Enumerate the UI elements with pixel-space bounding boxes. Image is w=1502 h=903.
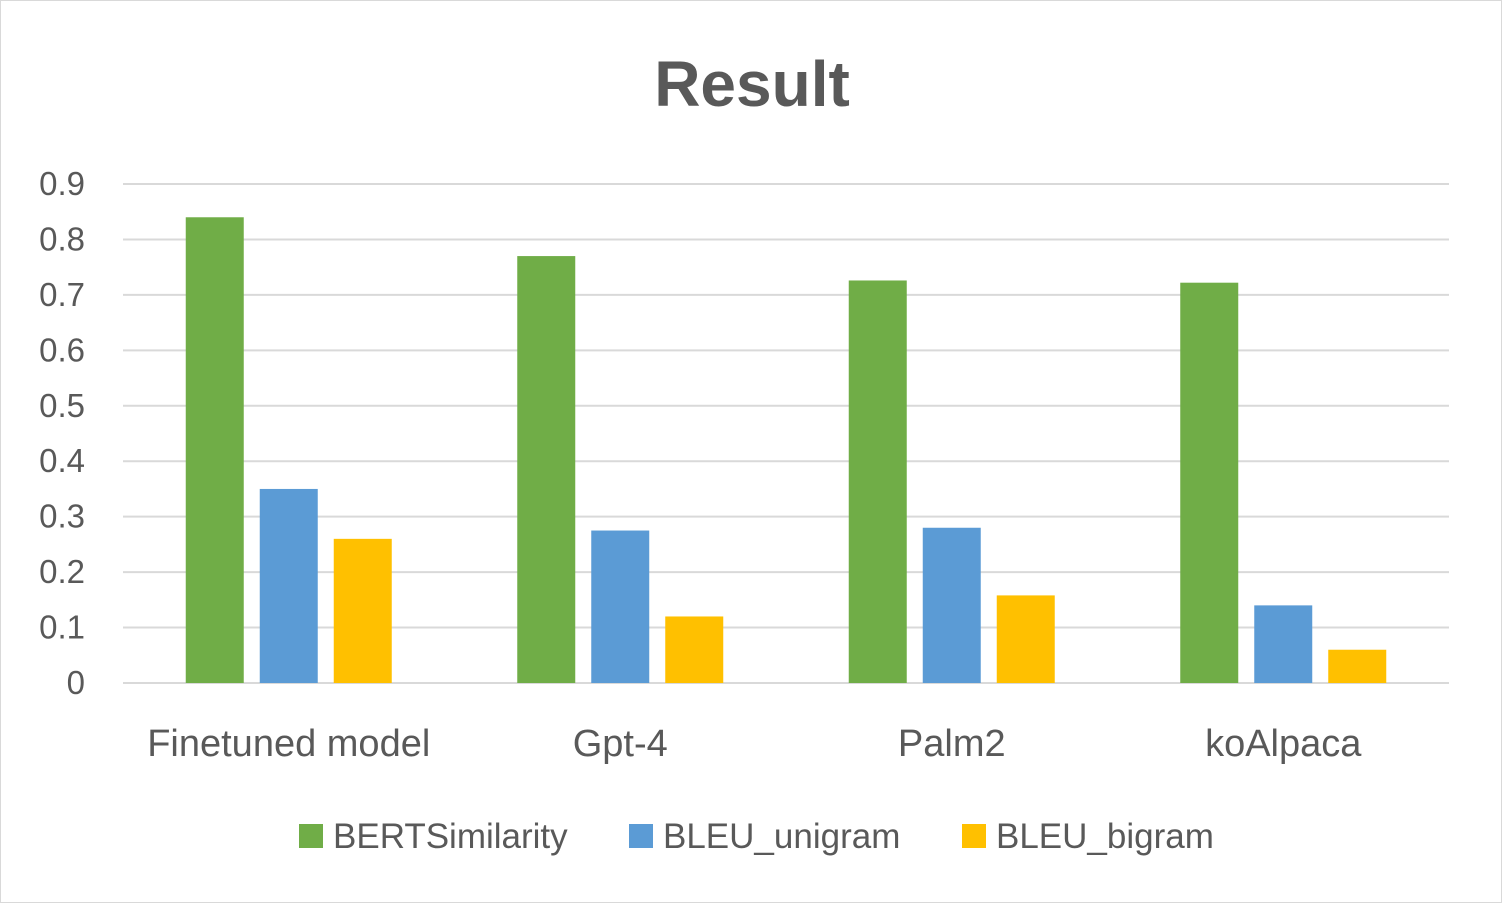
legend: BERTSimilarity BLEU_unigram BLEU_bigram	[299, 817, 1214, 856]
legend-label: BLEU_bigram	[996, 817, 1214, 856]
legend-swatch-BERTSimilarity	[299, 824, 323, 848]
x-category-label: Finetuned model	[147, 723, 430, 765]
bars	[185, 217, 1387, 683]
y-tick-label: 0.2	[39, 553, 85, 590]
bar-BERTSimilarity-2	[848, 280, 907, 683]
x-category-label: koAlpaca	[1205, 723, 1362, 765]
legend-label: BERTSimilarity	[333, 817, 568, 856]
legend-swatch-BLEU_bigram	[962, 824, 986, 848]
bar-BERTSimilarity-3	[1180, 282, 1239, 683]
bar-BLEU_unigram-3	[1254, 605, 1313, 683]
y-tick-label: 0.5	[39, 387, 85, 424]
y-tick-label: 0.4	[39, 442, 85, 479]
x-category-label: Palm2	[898, 723, 1006, 765]
bar-BERTSimilarity-0	[185, 217, 244, 683]
chart-title: Result	[654, 48, 850, 120]
gridlines	[123, 183, 1449, 684]
bar-BLEU_bigram-0	[333, 538, 392, 683]
bar-BLEU_bigram-2	[996, 595, 1055, 683]
bar-BLEU_bigram-3	[1328, 649, 1387, 683]
bar-BLEU_unigram-2	[922, 527, 981, 683]
y-tick-label: 0	[67, 664, 85, 701]
bar-BERTSimilarity-1	[517, 256, 576, 683]
y-tick-label: 0.7	[39, 276, 85, 313]
y-tick-label: 0.3	[39, 498, 85, 535]
bar-BLEU_unigram-1	[591, 530, 650, 683]
legend-label: BLEU_unigram	[663, 817, 900, 856]
x-axis-categories: Finetuned model Gpt-4 Palm2 koAlpaca	[147, 723, 1362, 765]
y-tick-label: 0.8	[39, 220, 85, 257]
y-axis-ticks: 0 0.1 0.2 0.3 0.4 0.5 0.6 0.7 0.8 0.9	[39, 165, 85, 701]
y-tick-label: 0.6	[39, 331, 85, 368]
bar-BLEU_unigram-0	[259, 488, 318, 683]
y-tick-label: 0.1	[39, 609, 85, 646]
y-tick-label: 0.9	[39, 165, 85, 202]
legend-swatch-BLEU_unigram	[629, 824, 653, 848]
x-category-label: Gpt-4	[573, 723, 668, 765]
bar-BLEU_bigram-1	[665, 616, 724, 683]
